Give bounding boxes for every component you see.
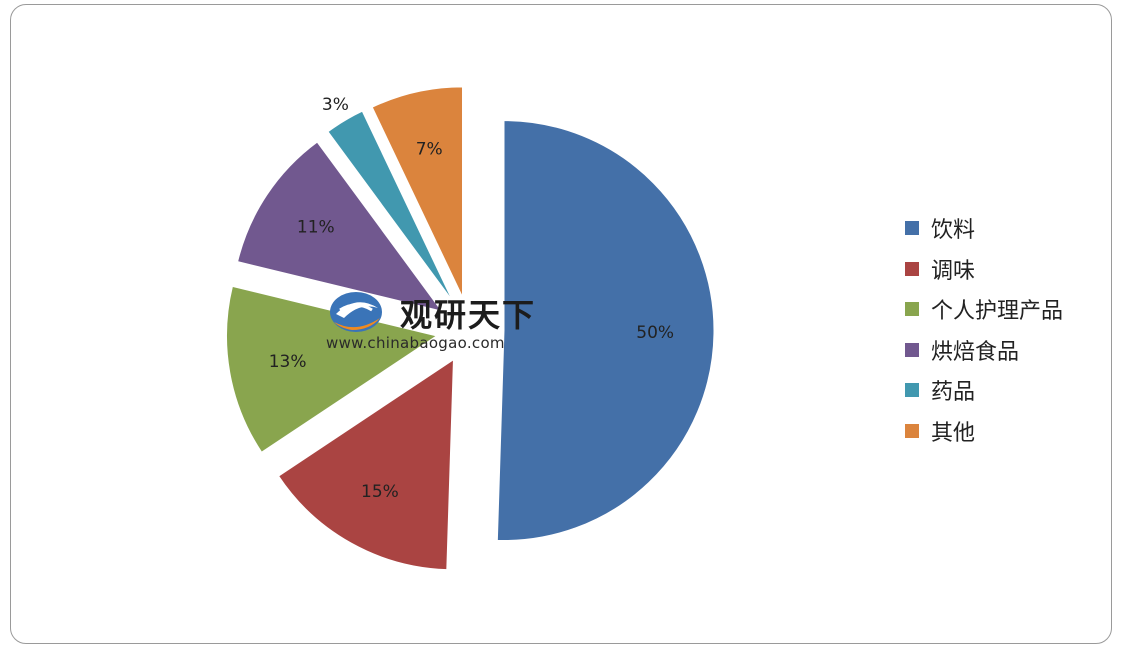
pie-slice-other [371,86,464,298]
legend-label-other: 其他 [931,420,976,446]
legend-item-seasoning: 调味 [905,249,1063,290]
legend-label-medicine: 药品 [931,380,976,406]
legend: 饮料调味个人护理产品 烘焙食品药品其他 [905,208,1063,451]
pie-slice-seasoning [277,358,454,571]
slice-label-drinks: 50% [636,323,674,343]
watermark-url: www.chinabaogao.com [326,334,505,352]
legend-item-medicine: 药品 [905,370,1063,411]
legend-item-other: 其他 [905,411,1063,452]
legend-label-bakery: 烘焙食品 [931,339,1020,365]
slice-label-other: 7% [416,139,443,159]
slice-label-bakery: 11% [297,217,335,237]
legend-swatch-medicine [905,383,919,398]
legend-swatch-other [905,423,919,438]
pie-slice-bakery [237,141,443,312]
legend-swatch-personal-care [905,302,919,317]
legend-swatch-seasoning [905,261,919,276]
legend-swatch-drinks [905,221,919,236]
legend-label-personal-care: 个人护理产品 [931,299,1064,325]
legend-label-seasoning: 调味 [931,258,976,284]
pie-slice-drinks [496,120,715,541]
slice-label-seasoning: 15% [361,482,399,502]
pie-slice-personal-care [226,285,438,453]
watermark-logo-icon [330,292,382,332]
pie-slice-medicine [327,110,453,302]
slice-label-medicine: 3% [322,95,349,115]
watermark: 观研天下 www.chinabaogao.com [322,286,562,356]
legend-label-drinks: 饮料 [931,218,976,244]
slice-label-personal-care: 13% [269,352,307,372]
legend-swatch-bakery [905,342,919,357]
watermark-title: 观研天下 [400,296,537,334]
legend-item-personal-care: 个人护理产品 [905,289,1063,330]
legend-item-drinks: 饮料 [905,208,1063,249]
legend-item-bakery: 烘焙食品 [905,330,1063,371]
